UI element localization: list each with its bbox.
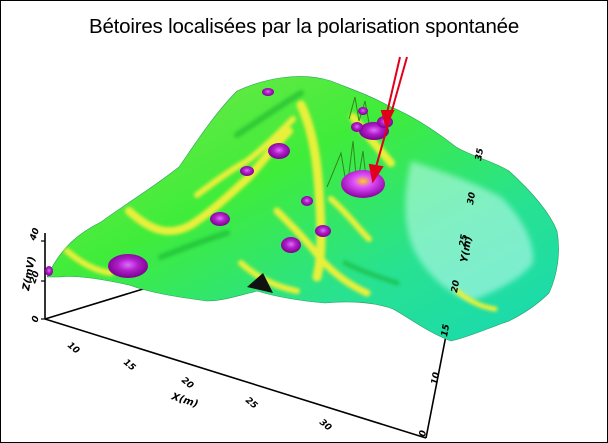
x-tick-20: 20 bbox=[179, 376, 195, 392]
betoire-left-large bbox=[108, 254, 148, 278]
surface-sheen bbox=[405, 161, 534, 301]
betoire-top bbox=[262, 88, 274, 96]
x-tick-10: 10 bbox=[65, 341, 81, 357]
figure-caption: Bétoires localisées par la polarisation … bbox=[89, 15, 520, 38]
arrow-to-upper-betoire bbox=[386, 56, 401, 114]
arrow-head-lower bbox=[368, 163, 384, 184]
y-tick-20: 20 bbox=[450, 279, 462, 293]
betoire-mid-2 bbox=[240, 166, 254, 176]
x-axis-label: X(m) bbox=[169, 391, 199, 410]
betoire-mid-4 bbox=[281, 237, 301, 253]
y-tick-15: 15 bbox=[440, 323, 452, 337]
y-tick-25: 25 bbox=[458, 233, 470, 247]
x-tick-30: 30 bbox=[317, 418, 333, 434]
sink-shadow bbox=[247, 273, 273, 293]
surface-base bbox=[46, 76, 559, 342]
betoire-mid-3 bbox=[210, 212, 230, 226]
sp-surface bbox=[45, 76, 559, 342]
valley-shading bbox=[158, 90, 400, 286]
z-tick-0: 0 bbox=[30, 315, 42, 324]
arrow-to-lower-betoire bbox=[375, 56, 408, 168]
y-tick-10: 10 bbox=[430, 371, 442, 385]
x-tick-25: 25 bbox=[243, 396, 259, 412]
y-tick-origin: 0 bbox=[418, 430, 429, 438]
ridge-bands bbox=[64, 100, 498, 312]
betoire-mid-6 bbox=[301, 196, 313, 206]
indicator-arrows bbox=[368, 56, 408, 184]
betoire-mid-1 bbox=[268, 143, 290, 159]
betoire-upper-4 bbox=[358, 107, 368, 115]
y-tick-35: 35 bbox=[474, 147, 486, 161]
z-tick-40: 40 bbox=[28, 227, 42, 243]
betoire-left-edge bbox=[45, 266, 53, 276]
x-axis: 10 15 20 25 30 X(m) bbox=[65, 341, 333, 434]
z-tick-20: 20 bbox=[28, 270, 42, 285]
x-tick-15: 15 bbox=[121, 358, 137, 374]
y-axis-label: Y(m) bbox=[459, 235, 474, 263]
betoire-mid-5 bbox=[315, 225, 331, 237]
betoire-upper-3 bbox=[351, 122, 363, 132]
z-axis: 40 20 0 Z(mV) bbox=[21, 227, 45, 324]
y-axis: 35 30 25 20 15 10 Y(m) 0 bbox=[418, 147, 486, 437]
y-tick-30: 30 bbox=[466, 191, 478, 205]
